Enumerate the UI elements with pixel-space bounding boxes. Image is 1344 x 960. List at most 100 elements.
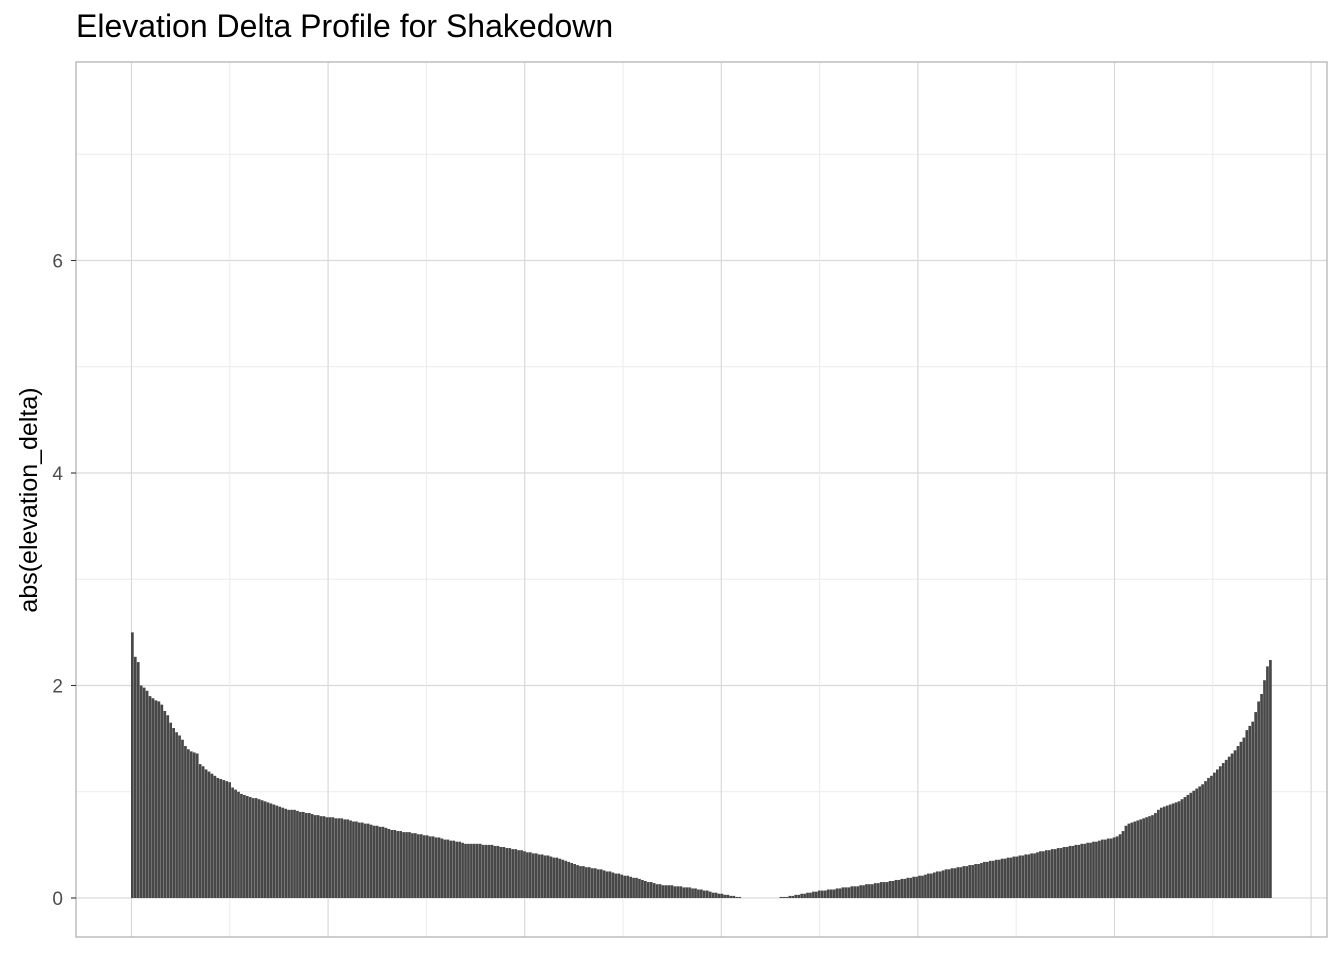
bar bbox=[897, 879, 901, 898]
bar bbox=[785, 896, 789, 898]
bar bbox=[729, 895, 733, 899]
bar bbox=[1201, 784, 1204, 898]
bar bbox=[826, 889, 830, 898]
bar bbox=[1183, 797, 1187, 898]
bar bbox=[166, 715, 170, 898]
bar bbox=[623, 875, 627, 898]
bar bbox=[313, 815, 317, 899]
bar bbox=[912, 876, 916, 898]
bar bbox=[788, 895, 792, 899]
bar bbox=[673, 886, 677, 898]
bar bbox=[1248, 725, 1252, 899]
bar bbox=[1065, 847, 1069, 898]
bar bbox=[222, 780, 226, 898]
bar bbox=[691, 888, 694, 898]
bar bbox=[641, 879, 644, 898]
bar bbox=[579, 866, 582, 899]
bar bbox=[248, 797, 252, 898]
bar bbox=[1263, 680, 1266, 898]
bar bbox=[396, 831, 400, 898]
bar bbox=[859, 885, 862, 898]
y-tick-label: 2 bbox=[52, 677, 63, 698]
bar bbox=[529, 852, 532, 898]
bar bbox=[204, 769, 208, 898]
bar bbox=[1230, 753, 1234, 898]
bar bbox=[1239, 741, 1243, 898]
bar bbox=[812, 891, 815, 899]
bar bbox=[228, 782, 231, 898]
bar bbox=[865, 884, 868, 898]
bar bbox=[697, 889, 700, 898]
bar bbox=[257, 799, 261, 898]
bar bbox=[207, 771, 211, 898]
bar bbox=[502, 847, 506, 898]
bar bbox=[1112, 837, 1116, 898]
bar bbox=[564, 860, 568, 898]
bar bbox=[988, 860, 992, 898]
bar bbox=[343, 819, 346, 899]
bar bbox=[478, 843, 482, 898]
bar bbox=[555, 857, 559, 899]
bar bbox=[1165, 805, 1169, 898]
bar bbox=[1269, 660, 1272, 898]
bar bbox=[133, 656, 137, 898]
bar bbox=[475, 843, 479, 898]
bar bbox=[850, 886, 854, 898]
bar bbox=[299, 811, 302, 898]
bar bbox=[1077, 844, 1081, 899]
bar bbox=[1266, 666, 1269, 899]
bar bbox=[1062, 847, 1066, 898]
bar bbox=[614, 873, 618, 898]
bar bbox=[340, 818, 344, 898]
bar bbox=[800, 893, 803, 898]
bar bbox=[1180, 799, 1184, 898]
bar bbox=[876, 883, 880, 899]
bar bbox=[136, 662, 140, 899]
bar bbox=[148, 696, 152, 899]
bar bbox=[266, 802, 270, 899]
bar bbox=[549, 856, 553, 898]
bar bbox=[446, 839, 450, 898]
bar bbox=[1133, 821, 1137, 898]
grid-lines bbox=[76, 62, 1327, 937]
bar bbox=[1195, 788, 1199, 898]
bar bbox=[1053, 849, 1057, 899]
bar bbox=[918, 875, 921, 898]
bar bbox=[523, 851, 526, 898]
bar bbox=[387, 828, 391, 898]
bar bbox=[1027, 854, 1030, 898]
bar bbox=[587, 867, 591, 898]
bar bbox=[664, 885, 668, 898]
bar bbox=[499, 847, 503, 898]
bar bbox=[924, 874, 927, 899]
bar bbox=[617, 873, 621, 898]
bar bbox=[1121, 831, 1125, 898]
bar bbox=[425, 835, 429, 898]
bar bbox=[670, 885, 674, 898]
bar bbox=[231, 787, 234, 898]
bar bbox=[399, 831, 403, 898]
bar bbox=[284, 808, 288, 898]
bar bbox=[254, 798, 258, 899]
bar bbox=[316, 815, 320, 899]
bar bbox=[443, 839, 447, 898]
bar bbox=[935, 871, 939, 898]
bar bbox=[334, 818, 338, 898]
bar bbox=[803, 893, 806, 898]
bar bbox=[1009, 857, 1013, 899]
bar bbox=[517, 850, 520, 898]
bar bbox=[947, 869, 951, 898]
bar bbox=[694, 888, 697, 898]
bar bbox=[1251, 721, 1255, 899]
bar bbox=[1192, 790, 1196, 898]
bar bbox=[154, 700, 158, 899]
bar bbox=[590, 868, 594, 898]
bar bbox=[1254, 712, 1258, 898]
bar bbox=[296, 810, 299, 899]
bar bbox=[1162, 806, 1166, 899]
bar bbox=[806, 892, 809, 898]
bar bbox=[449, 840, 453, 899]
bar bbox=[245, 796, 249, 898]
bar bbox=[378, 826, 382, 898]
bar bbox=[505, 848, 509, 898]
